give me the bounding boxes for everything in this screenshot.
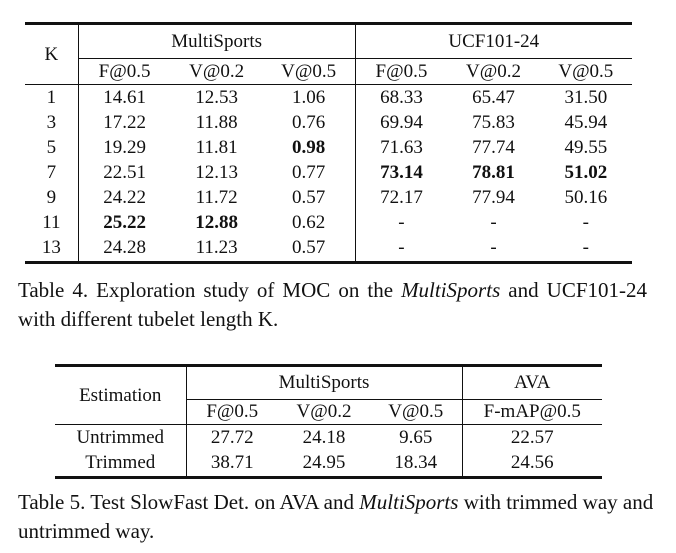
k-cell: 11 [42,211,61,233]
k-cell: 13 [25,235,79,264]
table-cell: 31.50 [564,86,608,108]
table-cell: 69.94 [354,110,448,135]
table-cell: 24.56 [461,450,602,479]
table-cell: 17.22 [77,110,171,135]
estimation-header: Estimation [55,364,186,425]
caption-text: Table 5. Test SlowFast Det. on AVA and [18,490,360,514]
table-cell: 24.95 [278,450,370,479]
table-row: 9 24.22 11.72 0.57 72.17 77.94 50.16 [25,185,632,210]
table-cell: 11.23 [170,235,263,264]
table-cell: 77.94 [472,186,515,208]
table-cell: 65.47 [472,86,515,108]
table-cell: 22.57 [461,424,602,450]
table-cell: - [447,235,540,264]
k-header: K [25,22,79,85]
caption-italic-dataset: MultiSports [401,278,501,302]
table-cell: 0.98 [292,136,326,158]
column-header: V@0.2 [170,58,263,85]
column-header: F@0.5 [77,58,171,85]
table-cell: 0.57 [292,186,326,208]
table-cell: 27.72 [185,424,278,450]
group-header-multisports: MultiSports [77,22,356,59]
table-cell: 73.14 [354,160,448,185]
table-cell: 71.63 [354,135,448,160]
column-header: V@0.2 [447,58,540,85]
table-row: 5 19.29 11.81 0.98 71.63 77.74 49.55 [25,135,632,160]
table-cell: 72.17 [354,185,448,210]
k-cell: 7 [46,161,57,183]
table-cell: 51.02 [564,161,608,183]
k-cell: 9 [46,186,57,208]
table-cell: 11.72 [195,186,238,208]
table-cell: 0.57 [262,235,356,264]
table-row: 7 22.51 12.13 0.77 73.14 78.81 51.02 [25,160,632,185]
table-cell: 68.33 [354,84,448,110]
table-cell: 0.62 [292,211,326,233]
table-cell: 1.06 [292,86,326,108]
table-cell: 19.29 [77,135,171,160]
caption-text: with trimmed way and untrimmed way. [18,490,654,543]
table-cell: 50.16 [564,186,608,208]
table-5: Estimation MultiSports AVA F@0.5 V@0.2 V… [55,364,602,479]
table-cell: 49.55 [564,136,608,158]
table-cell: - [490,211,497,233]
table-cell: 12.53 [195,86,238,108]
caption-text: Table 4. Exploration study of MOC on the [18,278,402,302]
table-row: Untrimmed 27.72 24.18 9.65 22.57 [55,424,602,450]
table-cell: 12.88 [195,211,238,233]
table-cell: 25.22 [77,210,171,235]
table-cell: 22.51 [77,160,171,185]
table-cell: 9.65 [399,426,433,448]
table-cell: 11.88 [195,111,238,133]
table-cell: 38.71 [185,450,278,479]
table-cell: 0.76 [292,111,326,133]
table-4-caption: Table 4. Exploration study of MOC on the… [18,276,647,334]
table-cell: - [539,235,632,264]
column-header: V@0.2 [278,399,370,425]
table-cell: - [354,235,448,264]
k-cell: 1 [46,86,57,108]
row-label: Untrimmed [76,426,165,448]
table-4: K MultiSports UCF101-24 F@0.5 V@0.2 V@0.… [25,22,632,264]
table-cell: 18.34 [370,450,462,479]
table-cell: - [354,210,448,235]
group-header-ava: AVA [461,364,602,400]
table-row: 11 25.22 12.88 0.62 - - - [25,210,632,235]
k-cell: 3 [46,111,57,133]
table-cell: 14.61 [77,84,171,110]
row-label: Trimmed [55,450,186,479]
group-header-multisports: MultiSports [185,364,462,400]
table-row: 3 17.22 11.88 0.76 69.94 75.83 45.94 [25,110,632,135]
caption-text: and UCF101-24 with different tubelet len… [18,278,647,331]
table-cell: 77.74 [472,136,515,158]
table-cell: 11.81 [195,136,238,158]
table-cell: - [582,211,589,233]
column-header: F@0.5 [354,58,448,85]
column-header: V@0.5 [370,399,462,425]
table-row: 1 14.61 12.53 1.06 68.33 65.47 31.50 [25,84,632,110]
table-cell: 78.81 [472,161,515,183]
caption-italic-dataset: MultiSports [359,490,459,514]
table-cell: 24.22 [77,185,171,210]
column-header: V@0.5 [262,58,356,85]
group-header-ucf101-24: UCF101-24 [354,22,632,59]
table-cell: 12.13 [195,161,238,183]
table-cell: 24.18 [302,426,346,448]
table-row: Trimmed 38.71 24.95 18.34 24.56 [55,450,602,479]
table-5-caption: Table 5. Test SlowFast Det. on AVA and M… [18,488,658,546]
table-cell: 45.94 [564,111,608,133]
column-header: F-mAP@0.5 [461,399,602,425]
column-header: V@0.5 [539,58,632,85]
column-header: F@0.5 [185,399,278,425]
table-cell: 0.77 [292,161,326,183]
k-cell: 5 [46,136,57,158]
table-cell: 24.28 [77,235,171,264]
table-row: 13 24.28 11.23 0.57- - - [25,235,632,264]
table-cell: 75.83 [472,111,515,133]
